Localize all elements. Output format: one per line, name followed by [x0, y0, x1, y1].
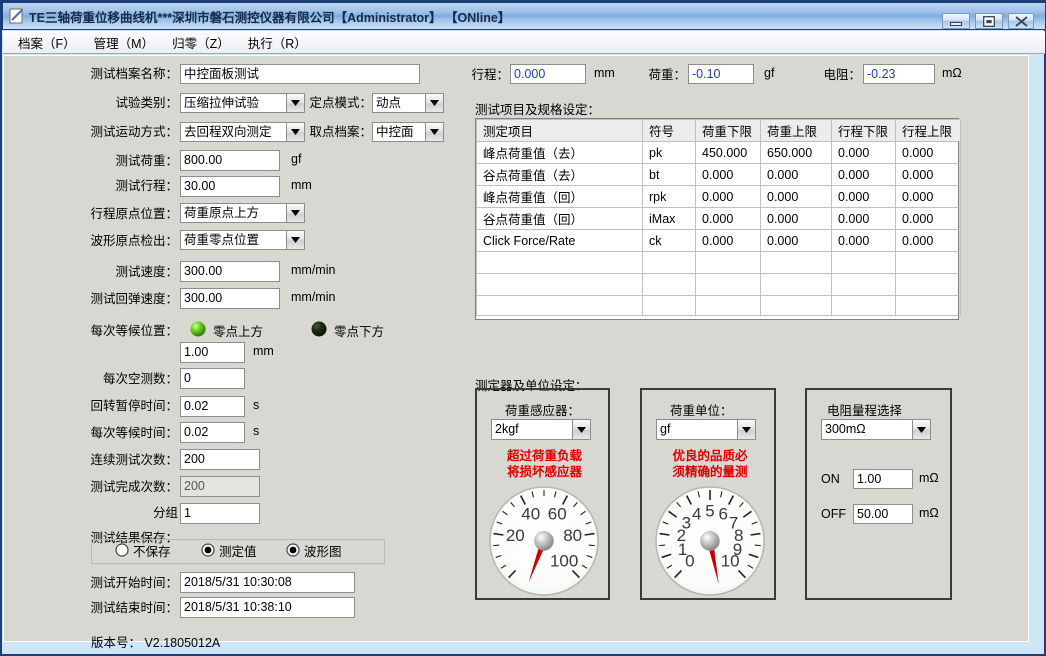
- svg-text:60: 60: [548, 505, 567, 524]
- svg-text:5: 5: [705, 501, 714, 520]
- svg-text:6: 6: [719, 505, 728, 524]
- svg-text:20: 20: [506, 526, 525, 545]
- svg-text:3: 3: [682, 514, 691, 533]
- svg-text:40: 40: [521, 505, 540, 524]
- svg-text:80: 80: [563, 526, 582, 545]
- svg-text:10: 10: [721, 551, 740, 570]
- svg-text:4: 4: [692, 505, 701, 524]
- svg-text:100: 100: [550, 551, 578, 570]
